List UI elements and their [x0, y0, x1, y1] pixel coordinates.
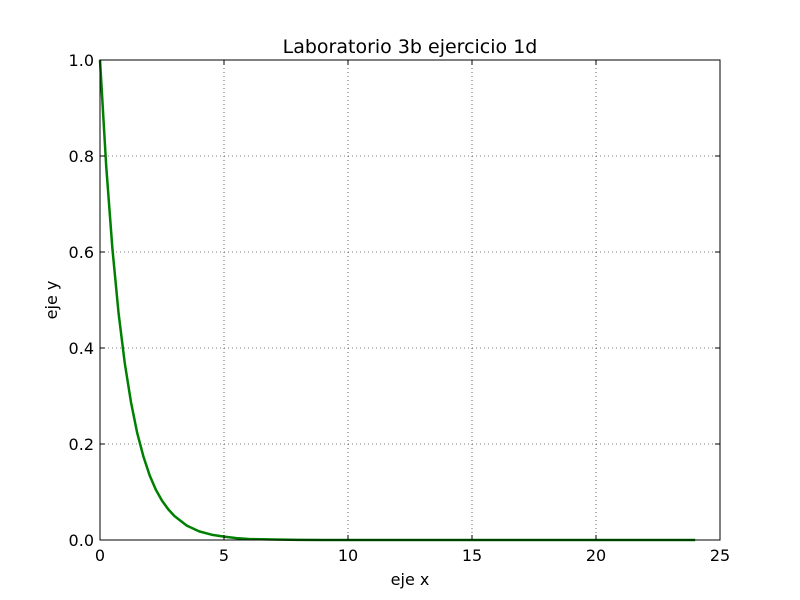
- y-tick-label: 0.6: [69, 243, 94, 262]
- x-tick-label: 10: [338, 546, 358, 565]
- x-tick-labels: 0 5 10 15 20 25: [95, 546, 730, 565]
- y-tick-label: 1.0: [69, 51, 94, 70]
- y-axis-label: eje y: [42, 281, 61, 320]
- y-tick-label: 0.2: [69, 435, 94, 454]
- x-tick-label: 15: [462, 546, 482, 565]
- x-tick-label: 25: [710, 546, 730, 565]
- x-tick-label: 5: [219, 546, 229, 565]
- ticks: [99, 59, 721, 541]
- x-tick-label: 0: [95, 546, 105, 565]
- chart-title: Laboratorio 3b ejercicio 1d: [283, 36, 538, 58]
- grid: [99, 59, 721, 541]
- y-tick-label: 0.8: [69, 147, 94, 166]
- x-axis-label: eje x: [391, 570, 430, 589]
- series-line: [98, 59, 696, 542]
- plot-frame: [99, 59, 721, 541]
- y-tick-label: 0.0: [69, 531, 94, 550]
- y-tick-label: 0.4: [69, 339, 94, 358]
- x-tick-label: 20: [586, 546, 606, 565]
- y-tick-labels: 0.0 0.2 0.4 0.6 0.8 1.0: [69, 51, 94, 550]
- series-layer: [98, 59, 696, 542]
